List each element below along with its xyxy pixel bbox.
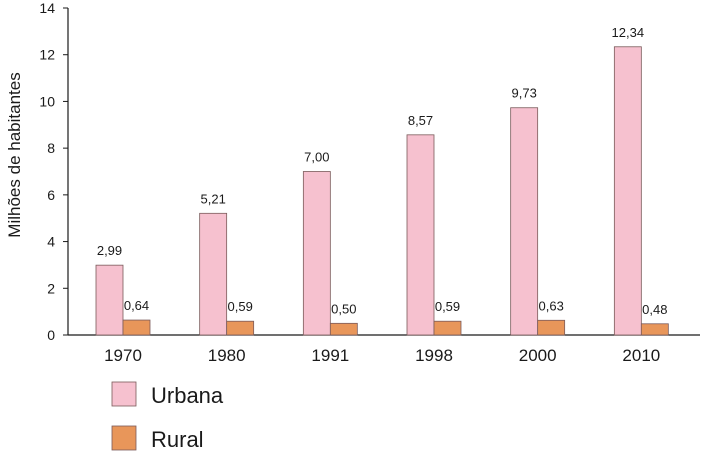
x-tick-label: 1980 (208, 346, 246, 365)
data-label-urbana-1991: 7,00 (304, 150, 329, 165)
data-label-rural-2000: 0,63 (539, 298, 564, 313)
data-label-urbana-1970: 2,99 (97, 243, 122, 258)
x-tick-label: 1970 (104, 346, 142, 365)
x-tick-label: 1998 (415, 346, 453, 365)
data-label-rural-2010: 0,48 (642, 302, 667, 317)
data-label-rural-1998: 0,59 (435, 299, 460, 314)
data-label-urbana-1998: 8,57 (408, 113, 433, 128)
x-tick-label: 2000 (519, 346, 557, 365)
legend-label-urbana: Urbana (151, 383, 224, 408)
bar-urbana-1991 (302, 171, 331, 336)
bar-urbana-1980 (199, 212, 228, 336)
data-label-rural-1970: 0,64 (124, 298, 149, 313)
y-tick-label: 12 (39, 47, 55, 63)
y-tick-label: 0 (47, 327, 55, 343)
y-tick-label: 8 (47, 140, 55, 156)
y-tick-label: 6 (47, 187, 55, 203)
x-tick-label: 1991 (311, 346, 349, 365)
axes: 0 2 4 6 8 10 12 14 (39, 0, 700, 343)
data-label-rural-1991: 0,50 (331, 301, 356, 316)
data-label-urbana-2010: 12,34 (612, 25, 645, 40)
bar-rural-1998 (433, 320, 462, 336)
data-label-rural-1980: 0,59 (228, 299, 253, 314)
legend-swatch-urbana (111, 381, 137, 407)
legend: Urbana Rural (111, 381, 224, 452)
bar-rural-1991 (329, 322, 358, 336)
data-label-urbana-1980: 5,21 (201, 191, 226, 206)
bars: 2,99 0,64 1970 5,21 0,59 1980 7,00 0,50 1991 8,57… (95, 25, 669, 365)
y-axis-label: Milhões de habitantes (5, 72, 24, 237)
y-tick-label: 14 (39, 0, 55, 16)
bar-urbana-1970 (95, 264, 124, 336)
bar-rural-1970 (122, 319, 151, 336)
y-tick-label: 2 (47, 280, 55, 296)
x-tick-label: 2010 (622, 346, 660, 365)
bar-rural-1980 (226, 320, 255, 336)
bar-rural-2010 (640, 323, 669, 336)
y-tick-label: 10 (39, 93, 55, 109)
legend-label-rural: Rural (151, 427, 204, 452)
bar-rural-2000 (537, 319, 566, 336)
legend-swatch-rural (111, 425, 137, 451)
bar-urbana-1998 (406, 134, 435, 336)
data-label-urbana-2000: 9,73 (512, 86, 537, 101)
bar-urbana-2000 (510, 107, 539, 336)
bar-urbana-2010 (613, 46, 642, 336)
y-tick-label: 4 (47, 234, 55, 250)
